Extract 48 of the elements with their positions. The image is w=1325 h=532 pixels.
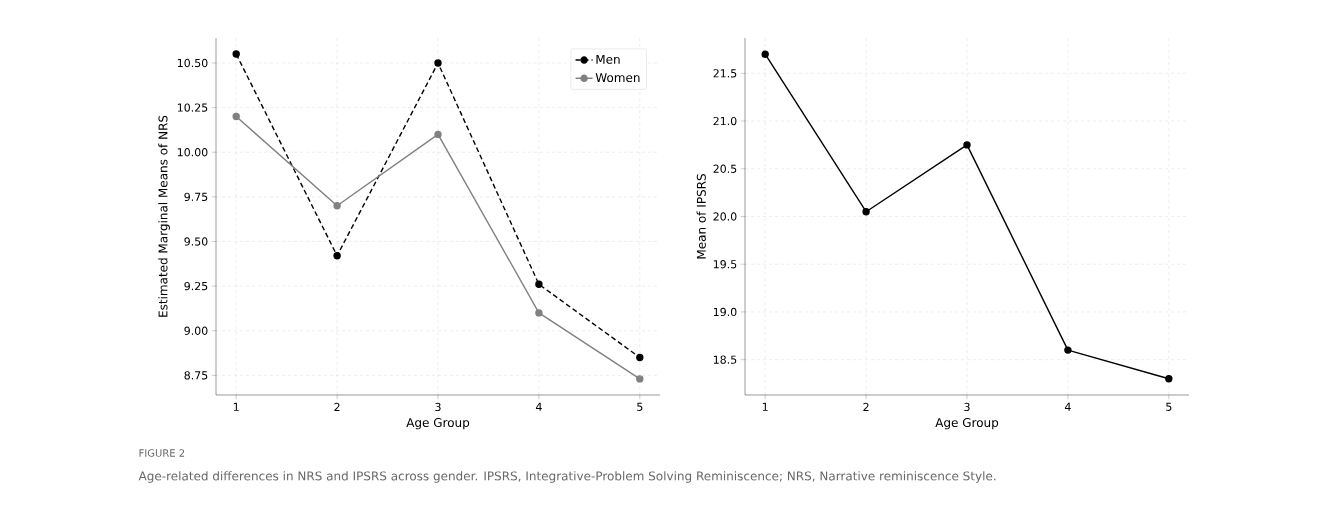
legend-label: Women — [595, 73, 640, 83]
point — [963, 141, 971, 149]
x-axis-title: Age Group — [935, 417, 999, 430]
y-tick-label: 20.5 — [713, 164, 737, 173]
point — [434, 130, 442, 139]
y-axis-title: Mean of IPSRS — [696, 174, 706, 259]
y-tick-label: 19.5 — [713, 260, 737, 269]
y-tick-label: 9.50 — [184, 237, 208, 246]
point — [232, 50, 240, 58]
point — [862, 208, 870, 216]
y-tick-label: 10.00 — [177, 148, 208, 157]
caption: FIGURE 2 — [139, 449, 185, 457]
point — [761, 50, 769, 58]
x-tick-label: 3 — [964, 402, 970, 412]
point — [1165, 375, 1173, 383]
x-tick-label: 2 — [334, 402, 340, 411]
x-tick-label: 4 — [1064, 402, 1071, 411]
x-tick-label: 1 — [762, 402, 768, 411]
point — [636, 353, 644, 362]
y-tick-label: 9.75 — [184, 192, 208, 202]
text: Age-related differences in NRS and IPSRS across gender. IPSRS, Integrative-Problem Solving Reminiscence; NRS, Narrative reminiscence Style. — [138, 471, 996, 483]
y-tick-label: 10.25 — [177, 103, 208, 112]
y-tick-label: 20.0 — [713, 212, 737, 221]
point — [232, 112, 240, 121]
point — [636, 375, 644, 383]
x-tick-label: 1 — [233, 402, 239, 411]
y-tick-label: 19.0 — [713, 307, 737, 317]
x-tick-label: 4 — [535, 402, 542, 411]
y-tick-label: 21.5 — [713, 69, 737, 78]
point — [535, 280, 543, 289]
x-tick-label: 5 — [1166, 402, 1172, 411]
y-tick-label: 10.50 — [177, 58, 208, 68]
y-tick-label: 9.25 — [184, 281, 208, 291]
y-tick-label: 9.00 — [184, 326, 208, 335]
point — [535, 309, 543, 317]
y-tick-label: 18.5 — [713, 355, 737, 364]
point — [333, 252, 341, 260]
x-tick-label: 5 — [637, 402, 643, 411]
x-axis-title: Age Group — [406, 417, 470, 430]
y-tick-label: 21.0 — [713, 116, 737, 126]
legend-label: Men — [596, 54, 620, 64]
x-tick-label: 2 — [863, 402, 869, 411]
point — [434, 59, 442, 67]
x-tick-label: 3 — [435, 402, 441, 412]
point — [333, 202, 341, 210]
point — [1064, 346, 1072, 354]
y-axis-title: Estimated Marginal Means of NRS — [158, 115, 170, 317]
y-tick-label: 8.75 — [184, 371, 208, 380]
